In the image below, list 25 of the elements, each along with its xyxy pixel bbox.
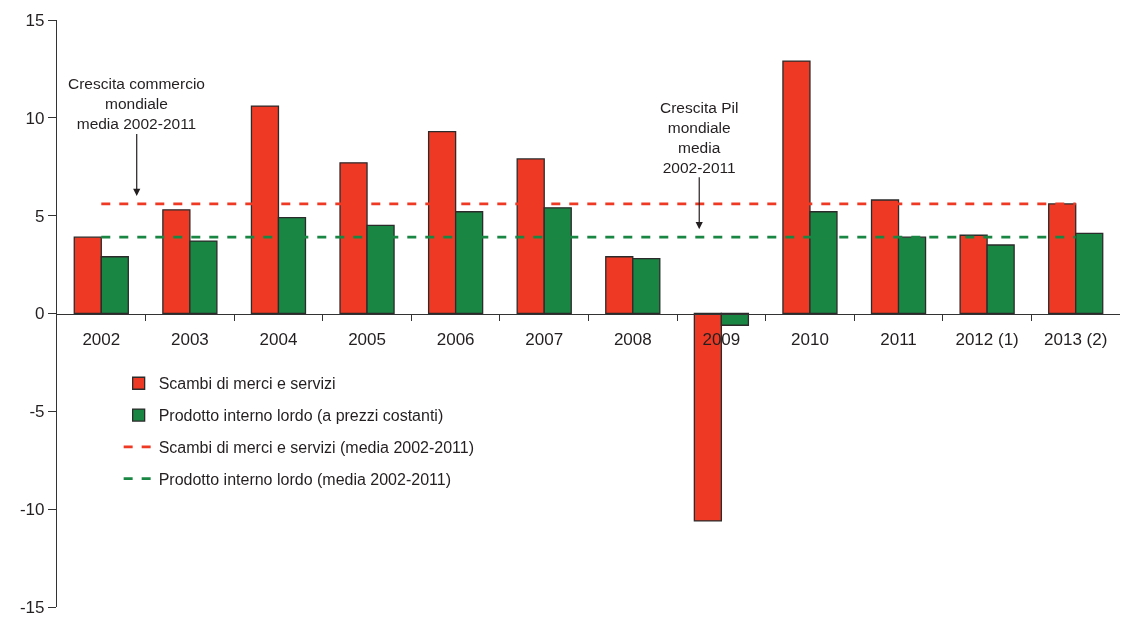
legend-label: Prodotto interno lordo (a prezzi costanti) <box>158 407 444 425</box>
y-tick-label: -5 <box>29 402 45 422</box>
y-tick-label: 5 <box>35 206 45 226</box>
x-tick-label: 2008 <box>613 330 652 349</box>
annotation: Crescita Pil mondiale media 2002-2011 <box>660 99 739 177</box>
x-tick-label: 2013 (2) <box>1044 330 1108 349</box>
x-tick-label: 2010 <box>791 330 829 349</box>
y-tick-label: -15 <box>19 597 45 617</box>
y-tick-label: 10 <box>25 108 45 128</box>
x-tick-label: 2004 <box>259 330 298 349</box>
x-tick-label: 2012 (1) <box>955 330 1019 349</box>
x-tick-label: 2009 <box>702 330 741 349</box>
legend-label: Prodotto interno lordo (media 2002-2011) <box>158 470 451 488</box>
annotation: Crescita commercio mondiale media 2002-2011 <box>68 75 205 133</box>
legend-label: Scambi di merci e servizi <box>158 375 336 393</box>
y-tick-label: 15 <box>25 10 45 30</box>
x-tick-label: 2003 <box>170 330 209 349</box>
y-tick-label: -10 <box>19 500 45 520</box>
x-tick-label: 2002 <box>82 330 121 349</box>
x-tick-label: 2006 <box>436 330 475 349</box>
legend-label: Scambi di merci e servizi (media 2002-2011) <box>158 439 475 457</box>
y-tick-label: 0 <box>35 304 45 324</box>
x-tick-label: 2007 <box>525 330 564 349</box>
x-tick-label: 2011 <box>880 330 917 349</box>
x-tick-label: 2005 <box>348 330 386 349</box>
